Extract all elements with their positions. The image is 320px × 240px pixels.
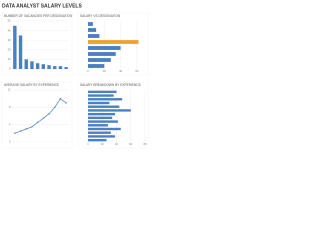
x-tick-label: 60 (129, 142, 132, 146)
y-tick-label: 8 (9, 105, 11, 109)
y-tick-label: 20 (8, 47, 11, 51)
bar (30, 61, 34, 69)
page-title: DATA ANALYST SALARY LEVELS (2, 3, 82, 9)
bar (88, 112, 116, 116)
bar (88, 40, 139, 44)
point (42, 117, 45, 119)
bar (88, 105, 120, 108)
bar (88, 22, 93, 26)
bar (88, 64, 105, 68)
chart-title: SALARY VS DESIGNATION (80, 14, 121, 18)
bar (88, 52, 116, 56)
y-tick-label: 0 (9, 140, 11, 144)
bar (13, 25, 17, 69)
bar (18, 35, 23, 69)
point (36, 121, 39, 124)
bar (88, 116, 113, 120)
point (65, 102, 67, 104)
y-tick-label: 30 (8, 38, 11, 42)
dashboard: DATA ANALYST SALARY LEVELS NUMBER OF VAC… (1, 3, 149, 149)
line (14, 98, 67, 134)
bar (88, 127, 121, 131)
point (59, 97, 62, 100)
y-tick-label: 10 (8, 57, 11, 61)
bar (88, 101, 110, 105)
bar (88, 124, 108, 127)
bar (88, 94, 114, 97)
bar (41, 64, 46, 69)
bar (88, 138, 107, 142)
x-tick-label: 20 (103, 69, 106, 73)
bar (88, 34, 100, 38)
chart-title: AVERAGE SALARY BY EXPERIENCE (4, 83, 59, 87)
bar (88, 135, 116, 138)
bar (88, 120, 118, 123)
bar (88, 90, 117, 94)
x-tick-label: 40 (115, 142, 118, 146)
point (19, 130, 22, 132)
bar (58, 66, 63, 69)
bar (88, 131, 111, 134)
y-tick-label: 50 (8, 19, 11, 23)
bar (47, 65, 51, 69)
x-tick-label: 20 (101, 142, 104, 146)
y-tick-label: 40 (8, 28, 11, 32)
chart-title: NUMBER OF VACANCIES PER DESIGNATION (4, 14, 73, 18)
bar (53, 66, 57, 69)
y-tick-label: 12 (8, 88, 11, 92)
chart-title: SALARY BREAKDOWN BY EXPERIENCE (80, 83, 141, 87)
point (25, 128, 27, 130)
x-tick-label: 80 (144, 142, 147, 146)
bar (24, 59, 28, 69)
point (31, 126, 33, 128)
point (14, 132, 16, 135)
bar (64, 67, 68, 69)
x-tick-label: 0 (87, 69, 89, 73)
x-tick-label: 40 (119, 69, 122, 73)
bar (88, 109, 131, 112)
bar (35, 63, 40, 69)
x-tick-label: 0 (87, 142, 89, 146)
bar (88, 46, 121, 50)
y-tick-label: 0 (9, 67, 11, 71)
bar (88, 98, 123, 101)
point (48, 113, 50, 115)
x-tick-label: 60 (135, 69, 138, 73)
point (54, 106, 56, 109)
bar (88, 28, 97, 32)
y-tick-label: 4 (9, 122, 11, 126)
bar (88, 58, 111, 62)
panel (1, 81, 73, 149)
